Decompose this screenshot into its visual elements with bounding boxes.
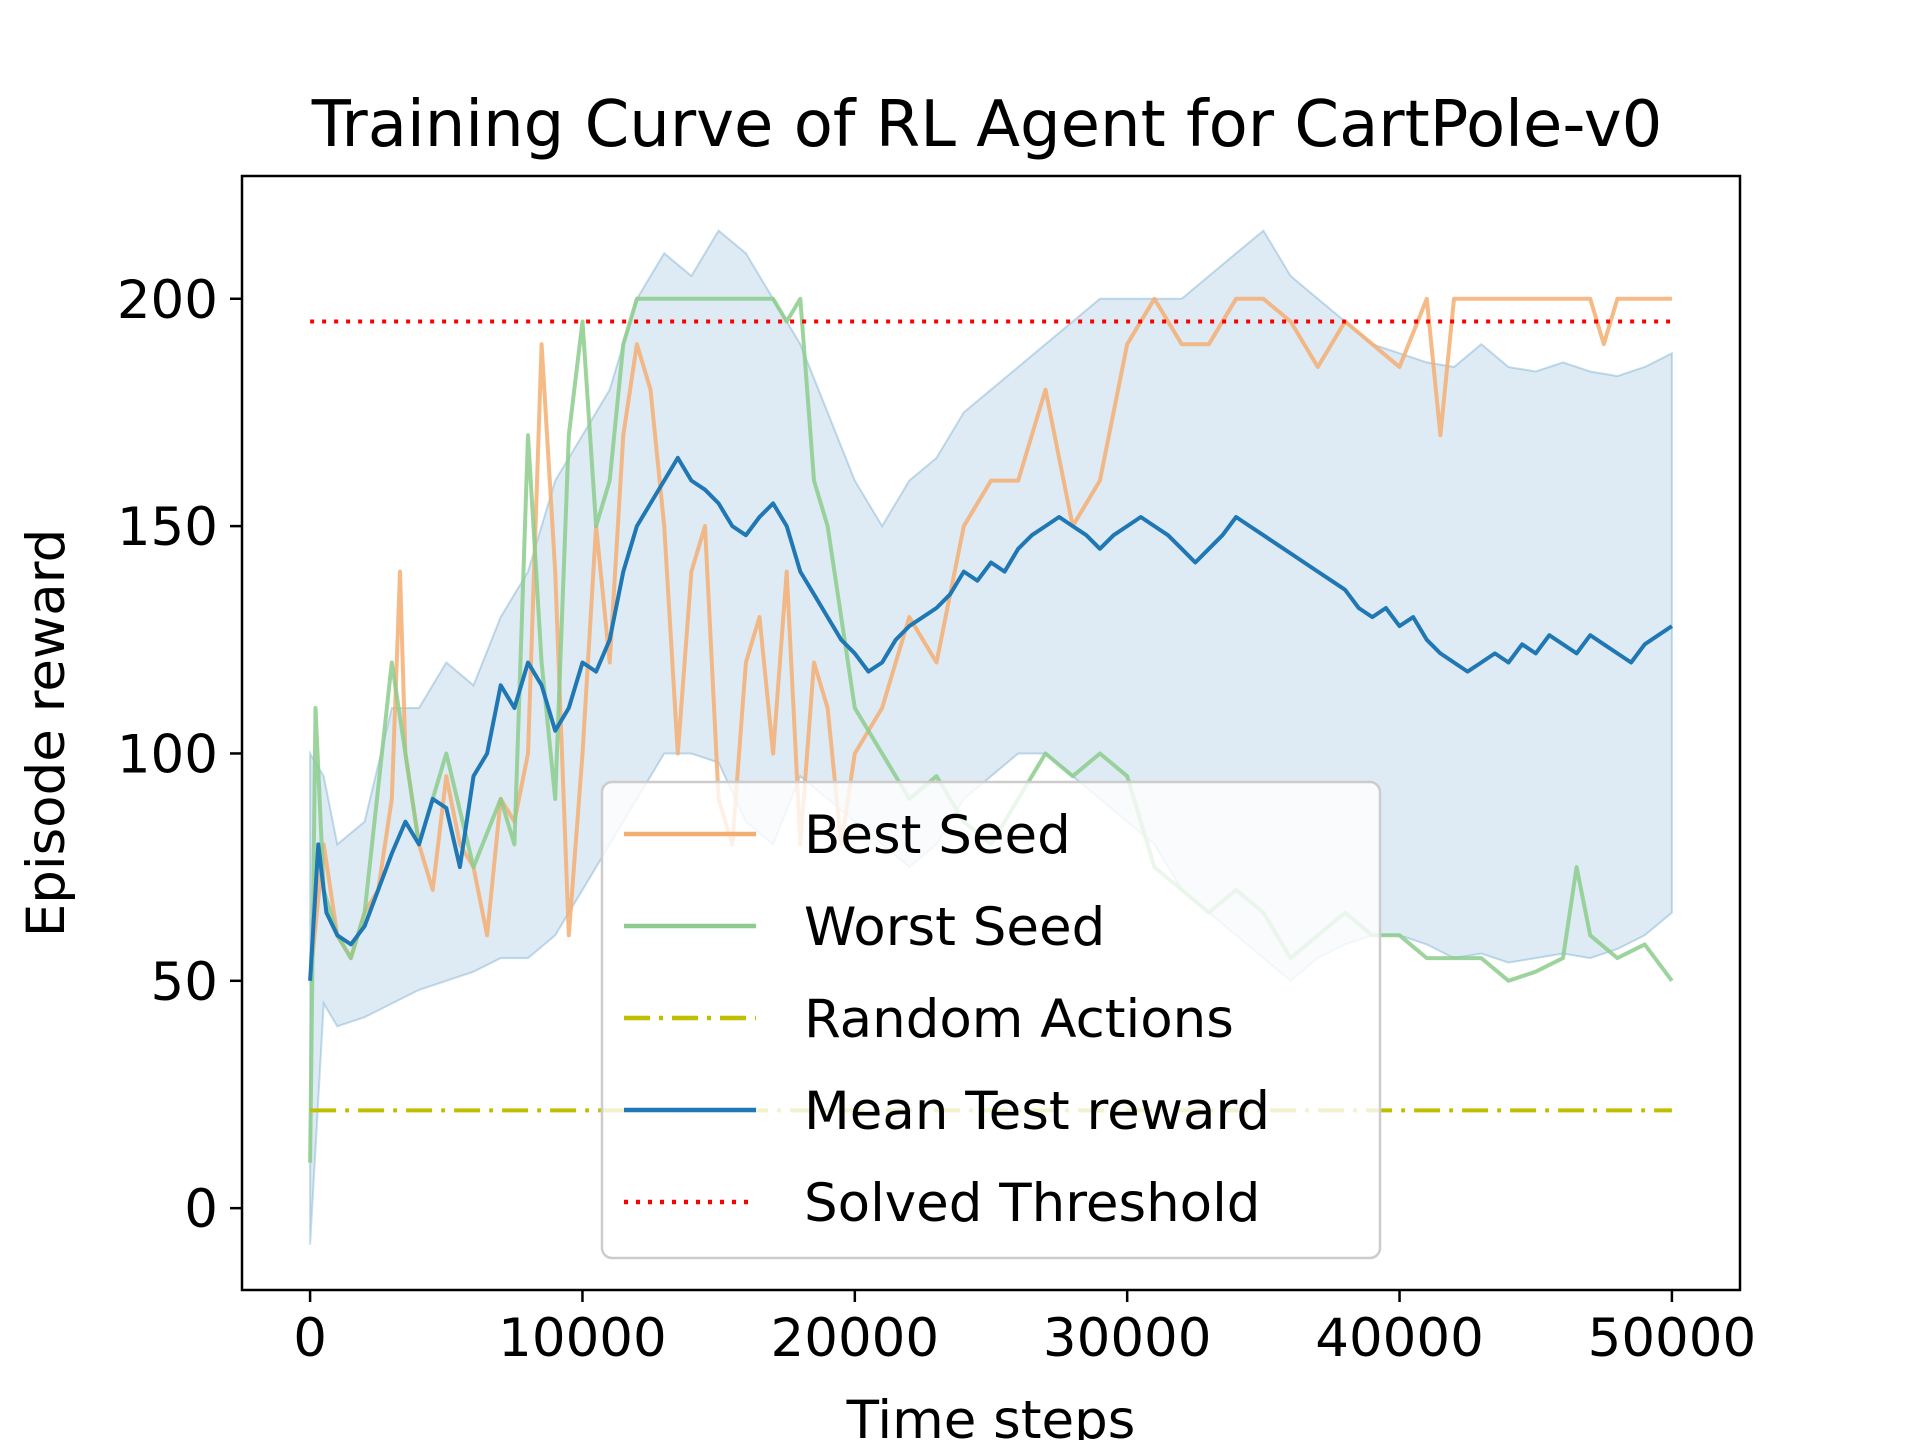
- y-tick-label: 150: [117, 497, 218, 558]
- y-tick-label: 100: [117, 724, 218, 785]
- x-tick-label: 50000: [1588, 1308, 1757, 1369]
- legend: Best Seed Worst Seed Random Actions Mean Te…: [600, 780, 1382, 1260]
- x-tick-label: 20000: [771, 1308, 940, 1369]
- legend-entry: Mean Test reward: [624, 1081, 1270, 1142]
- x-tick-label: 30000: [1043, 1308, 1212, 1369]
- series-line-mean-test-reward: [308, 455, 1674, 981]
- x-axis: 0 10000 20000 30000 40000 50000: [293, 1290, 1756, 1369]
- y-tick-label: 200: [117, 270, 218, 331]
- x-tick-label: 10000: [498, 1308, 667, 1369]
- legend-label: Best Seed: [804, 805, 1071, 866]
- x-axis-title: Time steps: [846, 1390, 1136, 1440]
- legend-entry: Random Actions: [624, 989, 1234, 1050]
- y-axis-title: Episode reward: [16, 529, 77, 938]
- legend-label: Random Actions: [804, 989, 1234, 1050]
- legend-entry: Solved Threshold: [624, 1173, 1260, 1234]
- legend-label: Solved Threshold: [804, 1173, 1260, 1234]
- legend-entry: Best Seed: [624, 805, 1071, 866]
- chart-title: Training Curve of RL Agent for CartPole-…: [311, 88, 1663, 162]
- legend-label: Worst Seed: [804, 897, 1105, 958]
- x-tick-label: 0: [293, 1308, 327, 1369]
- legend-entry: Worst Seed: [624, 897, 1105, 958]
- legend-box: [600, 780, 1382, 1260]
- y-axis: 0 50 100 150 200: [117, 270, 242, 1240]
- y-tick-label: 0: [184, 1179, 218, 1240]
- y-tick-label: 50: [151, 952, 218, 1013]
- plot-frame: [240, 174, 1742, 1292]
- x-tick-label: 40000: [1315, 1308, 1484, 1369]
- legend-label: Mean Test reward: [804, 1081, 1270, 1142]
- series-line-worst-seed: [308, 296, 1674, 1163]
